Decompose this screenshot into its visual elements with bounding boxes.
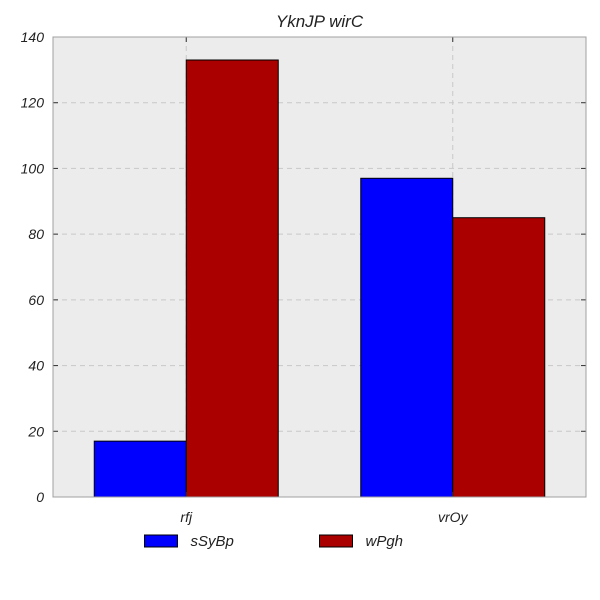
y-tick-label: 60	[28, 292, 44, 308]
legend: sSyBp wPgh	[144, 533, 404, 550]
y-tick-label: 140	[21, 29, 45, 45]
y-tick-label: 120	[21, 95, 45, 111]
x-tick-label: rfj	[180, 509, 193, 525]
y-tick-label: 80	[28, 226, 44, 242]
legend-label: wPgh	[366, 533, 404, 550]
y-tick-label: 20	[27, 423, 44, 439]
x-tick-label: vrOy	[438, 509, 469, 525]
plot-area-frame	[52, 36, 587, 498]
y-tick-label: 40	[28, 358, 44, 374]
bars	[93, 59, 546, 498]
y-axis-ticks: 0 20 40 60 80 100 120 140	[21, 29, 586, 505]
bar	[185, 59, 279, 498]
y-tick-label: 100	[21, 160, 45, 176]
legend-swatch	[144, 534, 178, 548]
bar	[93, 440, 187, 498]
chart-title: YknJP wirC	[276, 12, 364, 31]
bar	[360, 177, 454, 498]
x-axis-ticks: rfj vrOy	[180, 37, 469, 525]
legend-swatch	[319, 534, 353, 548]
legend-label: sSyBp	[191, 533, 234, 550]
bar	[452, 217, 546, 498]
y-tick-label: 0	[36, 489, 44, 505]
